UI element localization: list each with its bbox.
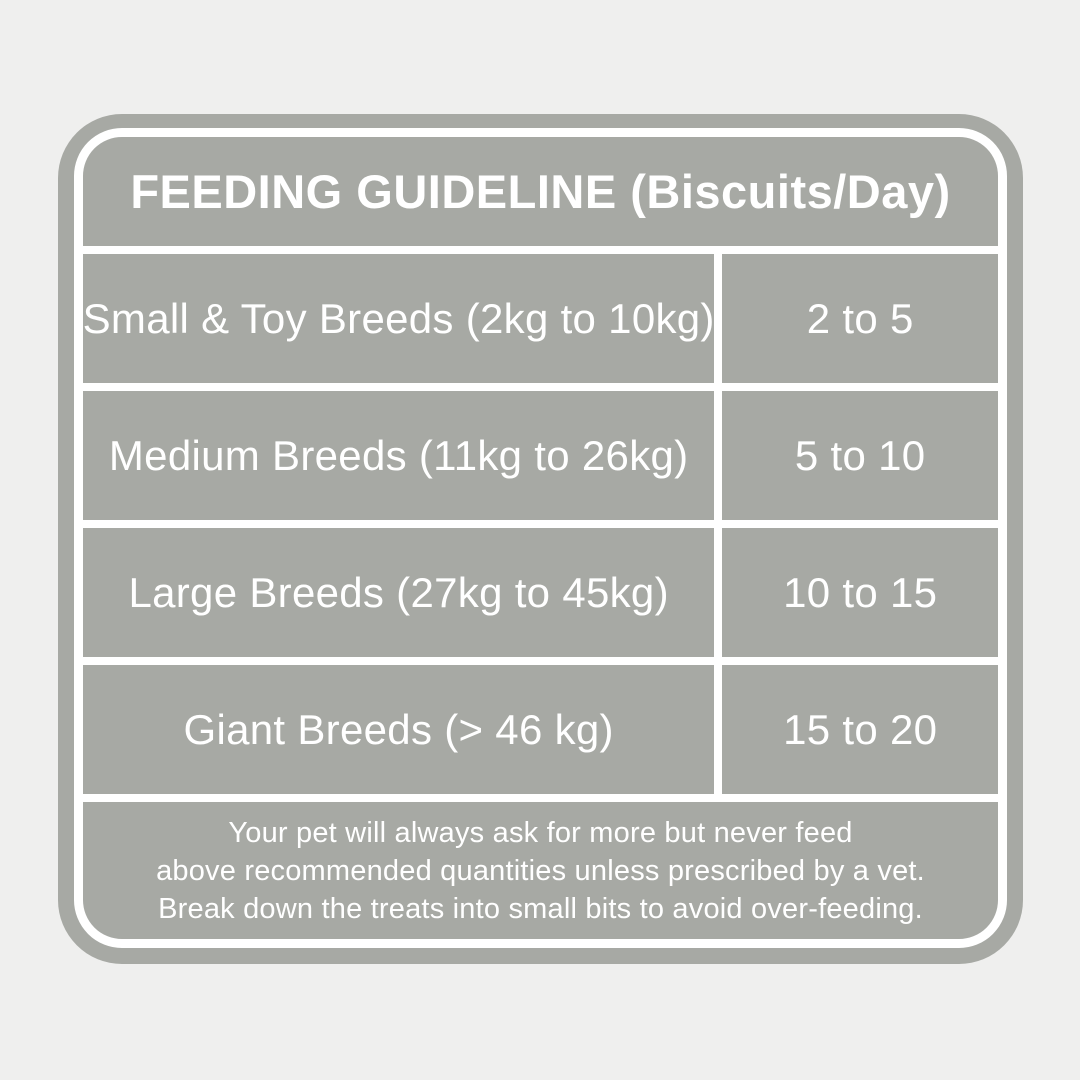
quantity-cell: 15 to 20	[714, 665, 998, 794]
footer-note: Your pet will always ask for more but ne…	[83, 794, 998, 939]
feeding-guideline-bordered-panel: FEEDING GUIDELINE (Biscuits/Day) Small &…	[74, 128, 1007, 948]
table-row: Medium Breeds (11kg to 26kg) 5 to 10	[83, 383, 998, 520]
footer-line: Break down the treats into small bits to…	[158, 892, 923, 925]
table-row: Giant Breeds (> 46 kg) 15 to 20	[83, 657, 998, 794]
breed-cell: Giant Breeds (> 46 kg)	[183, 705, 614, 753]
card-title: FEEDING GUIDELINE (Biscuits/Day)	[130, 165, 951, 218]
breed-cell: Large Breeds (27kg to 45kg)	[128, 568, 669, 616]
footer-line: Your pet will always ask for more but ne…	[228, 816, 853, 849]
quantity-cell: 2 to 5	[714, 254, 998, 383]
table-row: Small & Toy Breeds (2kg to 10kg) 2 to 5	[83, 246, 998, 383]
quantity-cell: 10 to 15	[714, 528, 998, 657]
breed-cell: Medium Breeds (11kg to 26kg)	[108, 431, 689, 479]
feeding-guideline-card: FEEDING GUIDELINE (Biscuits/Day) Small &…	[58, 114, 1023, 964]
breed-cell: Small & Toy Breeds (2kg to 10kg)	[82, 294, 715, 342]
quantity-cell: 5 to 10	[714, 391, 998, 520]
table-row: Large Breeds (27kg to 45kg) 10 to 15	[83, 520, 998, 657]
footer-line: above recommended quantities unless pres…	[156, 854, 925, 887]
